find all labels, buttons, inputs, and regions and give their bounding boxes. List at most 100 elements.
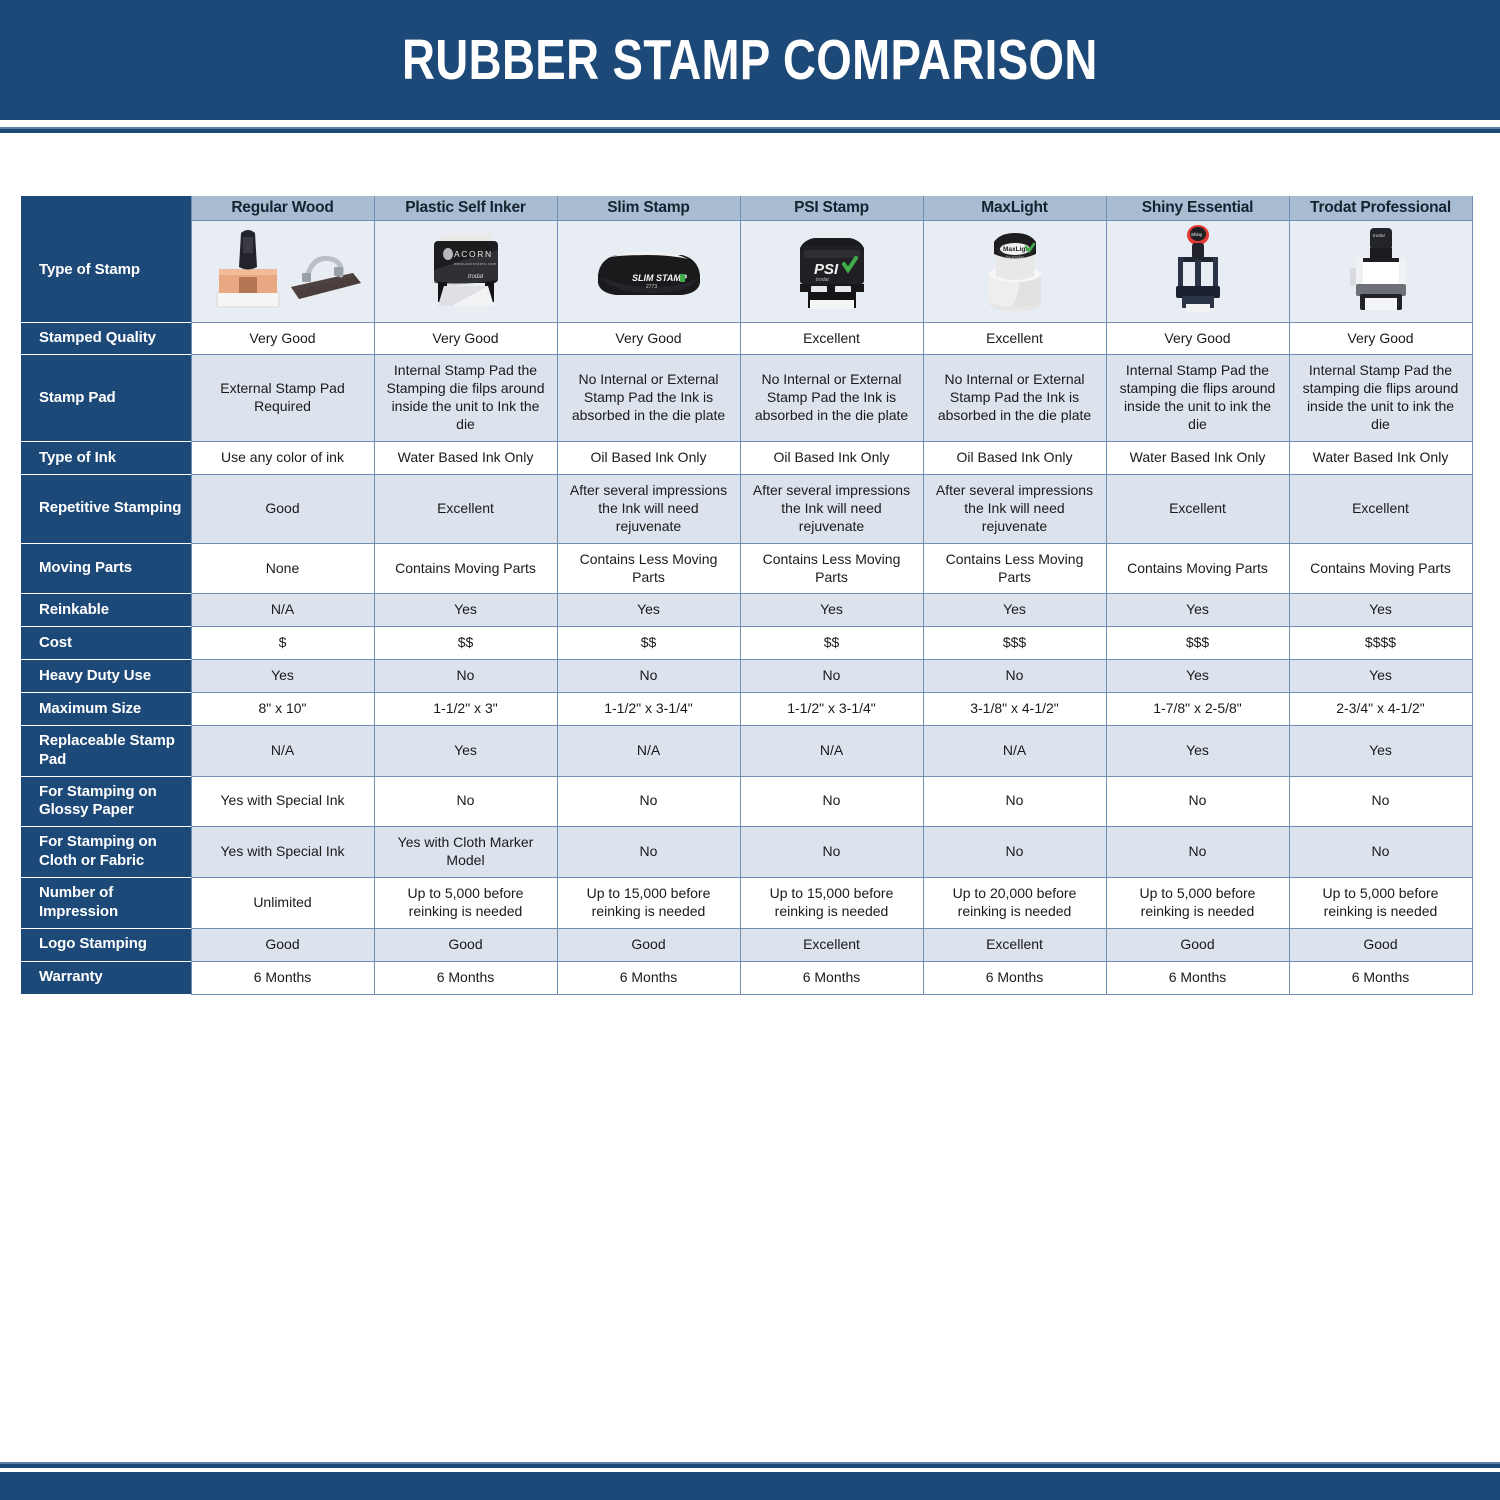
table-cell: Water Based Ink Only bbox=[1105, 441, 1290, 475]
table-cell: No bbox=[373, 775, 558, 828]
table-cell: No bbox=[922, 775, 1107, 828]
table-cell: $$$ bbox=[922, 626, 1107, 661]
table-cell: No bbox=[1105, 826, 1290, 878]
table-cell: No bbox=[1288, 775, 1473, 828]
table-cell: N/A bbox=[190, 725, 375, 777]
row-label-for-stamping-on-glossy-paper: For Stamping on Glossy Paper bbox=[21, 775, 191, 827]
table-cell: Excellent bbox=[373, 473, 558, 544]
row-label-repetitive-stamping: Repetitive Stamping bbox=[21, 473, 191, 544]
table-cell: Unlimited bbox=[190, 876, 375, 929]
product-image-cell: trodat bbox=[1288, 219, 1473, 323]
table-row: For Stamping on Cloth or Fabric Yes with … bbox=[21, 826, 1473, 878]
page-title: RUBBER STAMP COMPARISON bbox=[402, 27, 1098, 92]
table-cell: 6 Months bbox=[739, 960, 924, 995]
table-cell: No Internal or External Stamp Pad the In… bbox=[739, 354, 924, 443]
table-cell: No bbox=[739, 659, 924, 694]
table-cell: Use any color of ink bbox=[190, 441, 375, 475]
table-cell: N/A bbox=[556, 725, 741, 777]
product-image-cell: PSI trodat bbox=[739, 219, 924, 323]
table-row: Number of Impression Unlimited Up to 5,000… bbox=[21, 876, 1473, 929]
comparison-table-body: Type of Stamp ACORN www.acorndies.com tr… bbox=[21, 219, 1473, 995]
row-label-heavy-duty-use: Heavy Duty Use bbox=[21, 659, 191, 693]
table-row: Type of Stamp ACORN www.acorndies.com tr… bbox=[21, 219, 1473, 323]
table-cell: 6 Months bbox=[1288, 960, 1473, 995]
svg-text:Shiny: Shiny bbox=[1191, 232, 1203, 237]
svg-text:ACORN: ACORN bbox=[454, 249, 493, 259]
table-cell: No bbox=[556, 826, 741, 878]
table-cell: Internal Stamp Pad the stamping die flip… bbox=[1288, 354, 1473, 443]
table-cell: Yes bbox=[922, 593, 1107, 628]
table-cell: No bbox=[373, 659, 558, 694]
table-cell: No bbox=[739, 775, 924, 828]
table-cell: After several impressions the Ink will n… bbox=[556, 473, 741, 544]
psi-stamp-icon: PSI trodat bbox=[743, 223, 921, 319]
table-cell: Up to 15,000 before reinking is needed bbox=[556, 876, 741, 929]
table-cell: Yes bbox=[739, 593, 924, 628]
maxlight-stamp-icon: MaxLight by trodat bbox=[926, 223, 1104, 319]
table-cell: Yes bbox=[1105, 725, 1290, 777]
product-image-cell: Shiny bbox=[1105, 219, 1290, 323]
svg-text:trodat: trodat bbox=[816, 277, 829, 283]
table-cell: Internal Stamp Pad the Stamping die filp… bbox=[373, 354, 558, 443]
table-cell: Oil Based Ink Only bbox=[556, 441, 741, 475]
row-label-for-stamping-on-cloth-or-fabric: For Stamping on Cloth or Fabric bbox=[21, 826, 191, 878]
product-image-cell: ACORN www.acorndies.com trodat bbox=[373, 219, 558, 323]
table-header-row: Regular Wood Plastic Self Inker Slim Sta… bbox=[21, 196, 1473, 221]
row-label-type-of-stamp: Type of Stamp bbox=[21, 220, 191, 322]
trodat-professional-stamp-icon: trodat bbox=[1292, 223, 1470, 319]
table-cell: Water Based Ink Only bbox=[373, 441, 558, 475]
table-row: Maximum Size 8" x 10" 1-1/2" x 3" 1-1/2" x … bbox=[21, 692, 1473, 727]
column-header-plastic-self-inker: Plastic Self Inker bbox=[373, 196, 558, 221]
table-cell: Good bbox=[190, 927, 375, 962]
product-image-cell bbox=[190, 219, 375, 323]
table-row: Repetitive Stamping Good Excellent After se… bbox=[21, 473, 1473, 544]
plastic-self-inker-stamp-icon: ACORN www.acorndies.com trodat bbox=[377, 223, 555, 319]
table-cell: Up to 5,000 before reinking is needed bbox=[1105, 876, 1290, 929]
table-cell: 1-1/2" x 3" bbox=[373, 692, 558, 727]
table-cell: 8" x 10" bbox=[190, 692, 375, 727]
table-cell: Excellent bbox=[739, 321, 924, 356]
table-cell: $ bbox=[190, 626, 375, 661]
table-cell: Yes with Cloth Marker Model bbox=[373, 826, 558, 878]
table-cell: Very Good bbox=[373, 321, 558, 356]
page-footer-bar bbox=[0, 1472, 1500, 1500]
table-cell: Contains Less Moving Parts bbox=[739, 542, 924, 595]
table-cell: 6 Months bbox=[373, 960, 558, 995]
table-row: Stamp Pad External Stamp Pad Required Inte… bbox=[21, 354, 1473, 443]
row-label-logo-stamping: Logo Stamping bbox=[21, 927, 191, 962]
table-cell: Up to 5,000 before reinking is needed bbox=[1288, 876, 1473, 929]
table-corner-cell bbox=[21, 196, 191, 220]
column-header-psi-stamp: PSI Stamp bbox=[739, 196, 924, 221]
svg-text:MaxLight: MaxLight bbox=[1003, 246, 1032, 253]
table-cell: No bbox=[922, 826, 1107, 878]
table-cell: 1-7/8" x 2-5/8" bbox=[1105, 692, 1290, 727]
table-cell: 3-1/8" x 4-1/2" bbox=[922, 692, 1107, 727]
table-cell: $$$$ bbox=[1288, 626, 1473, 661]
table-cell: No Internal or External Stamp Pad the In… bbox=[556, 354, 741, 443]
row-label-maximum-size: Maximum Size bbox=[21, 692, 191, 726]
table-cell: Yes bbox=[373, 593, 558, 628]
table-cell: Excellent bbox=[1288, 473, 1473, 544]
shiny-essential-stamp-icon: Shiny bbox=[1109, 223, 1287, 319]
table-cell: Yes bbox=[1288, 659, 1473, 694]
row-label-reinkable: Reinkable bbox=[21, 593, 191, 627]
table-cell: Excellent bbox=[922, 927, 1107, 962]
table-cell: Oil Based Ink Only bbox=[739, 441, 924, 475]
table-cell: No bbox=[922, 659, 1107, 694]
column-header-maxlight: MaxLight bbox=[922, 196, 1107, 221]
svg-text:trodat: trodat bbox=[468, 274, 484, 280]
table-cell: N/A bbox=[190, 593, 375, 628]
table-cell: Excellent bbox=[922, 321, 1107, 356]
table-cell: Contains Moving Parts bbox=[1288, 542, 1473, 595]
svg-text:www.acorndies.com: www.acorndies.com bbox=[454, 261, 497, 266]
table-cell: Oil Based Ink Only bbox=[922, 441, 1107, 475]
table-row: Heavy Duty Use Yes No No No No Yes Yes bbox=[21, 659, 1473, 694]
table-row: Cost $ $$ $$ $$ $$$ $$$ $$$$ bbox=[21, 626, 1473, 661]
table-cell: Contains Moving Parts bbox=[1105, 542, 1290, 595]
table-cell: Contains Moving Parts bbox=[373, 542, 558, 595]
table-cell: $$$ bbox=[1105, 626, 1290, 661]
table-cell: Very Good bbox=[1288, 321, 1473, 356]
table-cell: Yes bbox=[1105, 659, 1290, 694]
row-label-warranty: Warranty bbox=[21, 960, 191, 995]
